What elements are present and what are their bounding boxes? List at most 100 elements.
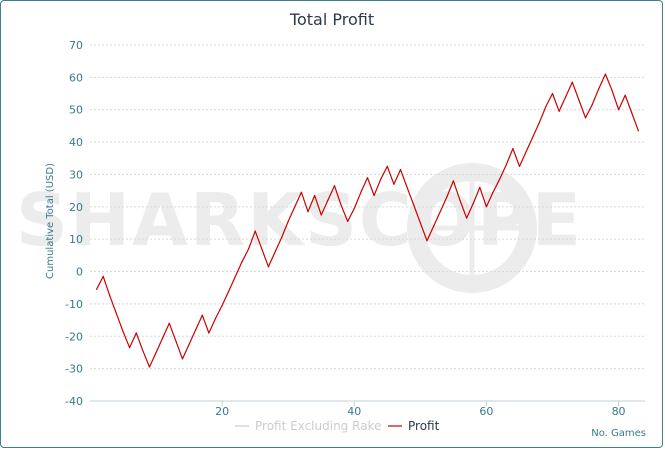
data-point [294, 206, 296, 208]
data-point [347, 220, 349, 222]
data-point [327, 199, 329, 201]
data-point [281, 237, 283, 239]
data-point [201, 314, 203, 316]
data-point [538, 122, 540, 124]
data-point [115, 313, 117, 315]
data-point [472, 203, 474, 205]
data-point [135, 332, 137, 334]
data-point [248, 248, 250, 250]
data-point [433, 225, 435, 227]
data-point [631, 112, 633, 114]
data-point [380, 178, 382, 180]
data-point [393, 183, 395, 185]
x-tick-label: 20 [215, 405, 229, 418]
data-point [485, 206, 487, 208]
watermark-crosshair [407, 163, 537, 293]
data-point [155, 351, 157, 354]
y-tick-label: 30 [69, 168, 83, 181]
data-point [618, 109, 620, 111]
y-tick-label: 40 [69, 136, 83, 149]
y-tick-label: 0 [76, 266, 83, 279]
data-point [241, 261, 243, 263]
y-axis-ticks: 70 60 50 40 30 20 10 0 -10 -20 -30 -40 [65, 39, 83, 408]
grid-lines [90, 44, 645, 370]
x-tick-label: 80 [612, 405, 626, 418]
data-point [399, 169, 402, 171]
data-point [624, 94, 626, 96]
data-point [598, 88, 600, 90]
y-tick-label: -40 [65, 395, 83, 408]
data-point [591, 104, 593, 106]
series-lines [96, 73, 640, 368]
data-point [175, 340, 177, 342]
data-point [611, 89, 613, 91]
data-point [558, 110, 560, 112]
data-point [578, 99, 580, 101]
legend-item-profit[interactable]: Profit [388, 419, 440, 433]
y-tick-label: -10 [65, 298, 83, 311]
data-point [254, 230, 256, 232]
sharkscope-watermark: SHARKSCOPE [16, 163, 583, 293]
data-point [518, 165, 521, 167]
legend: Profit Excluding Rake Profit [235, 419, 440, 433]
data-point [565, 96, 567, 98]
y-tick-label: 10 [69, 233, 83, 246]
data-point [413, 204, 415, 206]
data-point [214, 317, 217, 320]
data-point [109, 295, 111, 297]
x-axis-label: No. Games [591, 428, 646, 439]
data-point [532, 136, 534, 138]
y-tick-label: -30 [65, 363, 83, 376]
data-point [353, 207, 355, 209]
data-point [366, 177, 369, 179]
data-point [551, 92, 554, 95]
data-point [439, 211, 441, 213]
data-point [234, 275, 236, 277]
data-point [287, 220, 289, 222]
data-point [459, 199, 461, 201]
data-point [373, 194, 375, 197]
y-tick-label: 50 [69, 104, 83, 117]
data-point [452, 180, 454, 182]
data-point [333, 185, 336, 187]
legend-label-profit: Profit [408, 419, 440, 433]
data-point [274, 251, 276, 253]
data-point [419, 222, 421, 224]
data-point [545, 105, 547, 108]
data-point [96, 288, 98, 290]
y-tick-label: 70 [69, 39, 83, 52]
data-point [320, 214, 322, 216]
data-point [195, 329, 197, 331]
y-tick-label: 20 [69, 201, 83, 214]
data-point [228, 290, 230, 292]
data-point [406, 186, 408, 188]
data-point [525, 151, 527, 153]
data-point [162, 337, 164, 339]
data-point [142, 350, 144, 352]
x-tick-label: 60 [479, 405, 493, 418]
data-point [314, 194, 316, 197]
data-point [261, 248, 263, 250]
data-point [168, 322, 170, 324]
y-tick-label: 60 [69, 71, 83, 84]
data-point [300, 191, 302, 193]
watermark-text: SHARKSCOPE [16, 178, 583, 262]
data-point [637, 130, 640, 132]
data-point [360, 191, 362, 193]
legend-item-profit-excluding-rake[interactable]: Profit Excluding Rake [235, 419, 381, 433]
data-point [604, 73, 607, 75]
data-point [466, 217, 468, 219]
data-point [492, 191, 494, 193]
data-point [584, 117, 587, 119]
data-point [340, 204, 342, 206]
data-point [102, 275, 104, 277]
data-point [267, 266, 269, 268]
data-point [307, 211, 309, 213]
data-point [571, 81, 573, 83]
data-point [386, 165, 388, 167]
y-tick-label: -20 [65, 330, 83, 343]
y-axis-label: Cumulative Total (USD) [45, 163, 56, 279]
data-point [426, 240, 428, 242]
